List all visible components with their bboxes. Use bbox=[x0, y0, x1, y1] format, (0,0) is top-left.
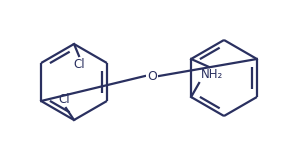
Text: NH₂: NH₂ bbox=[201, 68, 223, 81]
Text: Cl: Cl bbox=[73, 58, 85, 71]
Text: Cl: Cl bbox=[58, 93, 70, 106]
Text: O: O bbox=[147, 70, 157, 82]
